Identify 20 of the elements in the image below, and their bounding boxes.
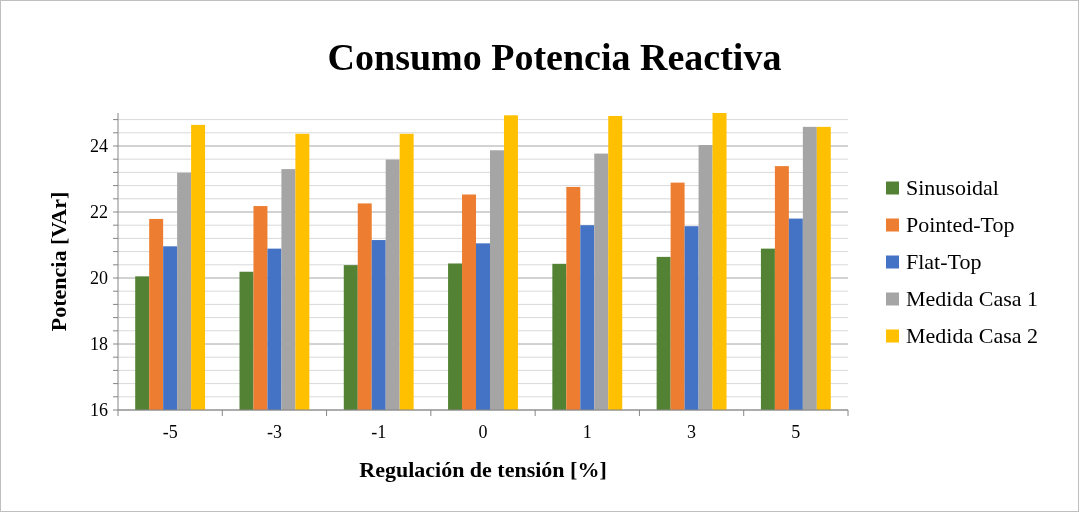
legend-label: Medida Casa 2 xyxy=(906,323,1038,349)
y-tick-label: 16 xyxy=(90,400,108,421)
legend-label: Medida Casa 1 xyxy=(906,286,1038,312)
chart-title: Consumo Potencia Reactiva xyxy=(327,36,782,78)
x-tick-label: -5 xyxy=(162,422,178,442)
x-tick-label: 5 xyxy=(791,422,801,442)
x-tick-label: -1 xyxy=(371,422,387,442)
x-tick-label: -3 xyxy=(266,422,282,442)
y-tick-label: 22 xyxy=(90,202,108,223)
legend-label: Sinusoidal xyxy=(906,175,999,201)
y-tick-label: 18 xyxy=(90,334,108,355)
x-axis-title: Regulación de tensión [%] xyxy=(359,457,607,482)
legend-label: Flat-Top xyxy=(906,249,982,275)
x-tick-label: 1 xyxy=(582,422,592,442)
x-tick-label: 3 xyxy=(687,422,697,442)
legend-label: Pointed-Top xyxy=(906,212,1015,238)
x-tick-label: 0 xyxy=(478,422,488,442)
y-tick-label: 24 xyxy=(90,136,108,157)
y-tick-label: 20 xyxy=(90,268,108,289)
y-axis-title: Potencia [VAr] xyxy=(46,191,71,332)
